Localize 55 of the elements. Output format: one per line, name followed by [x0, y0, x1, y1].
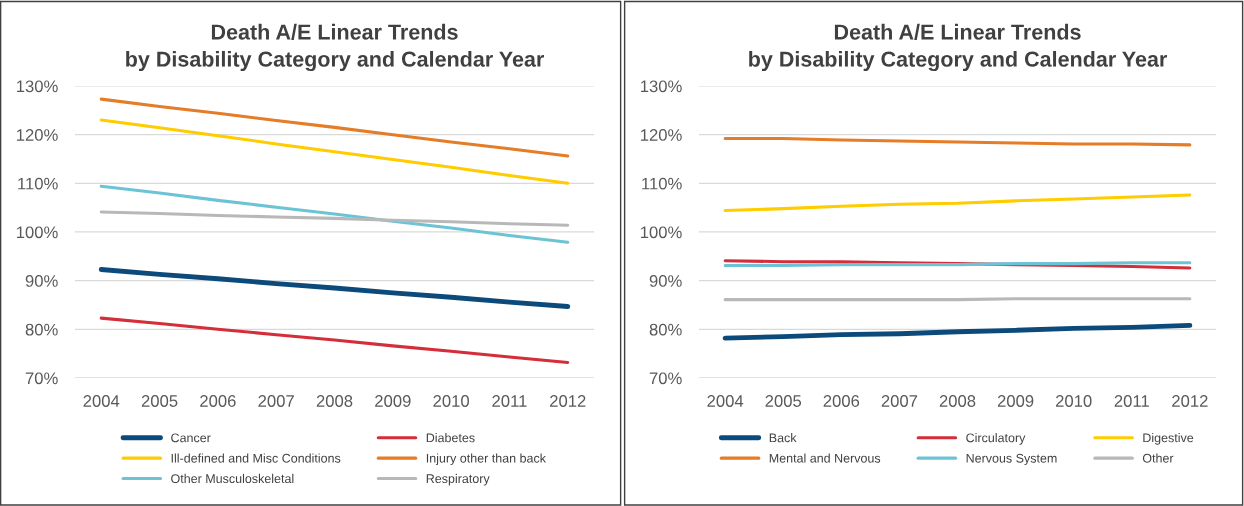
legend-label: Nervous System [966, 453, 1057, 466]
y-tick-label: 120% [640, 129, 682, 141]
legend-label: Respiratory [426, 473, 490, 486]
x-tick-label: 2011 [492, 395, 527, 407]
legend-label: Mental and Nervous [769, 453, 881, 463]
y-tick-label: 100% [16, 226, 58, 239]
line-series [99, 210, 570, 227]
y-tick-label: 130% [640, 80, 682, 93]
y-tick-label: 120% [16, 129, 58, 141]
x-tick-label: 2005 [141, 395, 178, 407]
x-tick-label: 2007 [881, 395, 918, 407]
line-series [98, 267, 571, 309]
y-tick-label: 100% [640, 226, 682, 239]
line-series [99, 118, 570, 185]
legend-label: Diabetes [426, 433, 475, 443]
x-tick-label: 2009 [997, 395, 1034, 407]
x-tick-label: 2004 [83, 395, 120, 407]
y-tick-label: 130% [16, 80, 58, 93]
x-tick-label: 2011 [1114, 395, 1149, 407]
x-tick-label: 2006 [200, 395, 236, 407]
y-tick-label: 90% [649, 275, 682, 287]
x-tick-label: 2010 [1055, 395, 1092, 407]
legend-label: Back [769, 433, 797, 443]
line-series [722, 323, 1193, 341]
y-tick-label: 90% [25, 275, 58, 287]
legend-label: Circulatory [966, 433, 1026, 445]
legend-label: Other [1142, 453, 1174, 463]
y-tick-label: 110% [18, 177, 58, 190]
x-tick-label: 2006 [823, 395, 860, 407]
y-tick-label: 70% [649, 372, 682, 385]
y-tick-label: 80% [25, 323, 58, 336]
legend-label: Ill-defined and Misc Conditions [171, 453, 341, 463]
x-tick-label: 2012 [550, 395, 586, 407]
y-tick-label: 110% [642, 177, 682, 190]
legend-label: Digestive [1143, 433, 1194, 445]
x-tick-label: 2005 [765, 395, 802, 407]
legend-label: Injury other than back [426, 453, 546, 466]
legend-label: Cancer [171, 433, 211, 443]
line-series [723, 137, 1192, 147]
x-tick-label: 2009 [375, 395, 411, 407]
y-tick-label: 80% [649, 323, 682, 336]
x-tick-label: 2004 [707, 395, 744, 407]
x-tick-label: 2008 [939, 395, 976, 407]
x-tick-label: 2007 [258, 395, 294, 407]
line-series [99, 184, 570, 244]
legend-label: Other Musculoskeletal [171, 473, 294, 484]
y-tick-label: 70% [25, 372, 58, 385]
x-tick-label: 2008 [316, 395, 353, 407]
x-tick-label: 2010 [433, 395, 470, 407]
line-series [99, 97, 570, 158]
x-tick-label: 2012 [1172, 395, 1208, 407]
line-series [723, 193, 1192, 213]
chart-title: Death A/E Linear Trends by Disability Category and Calendar Year [126, 23, 544, 72]
line-series [99, 316, 570, 364]
chart-title: Death A/E Linear Trends by Disability Category and Calendar Year [749, 23, 1167, 72]
